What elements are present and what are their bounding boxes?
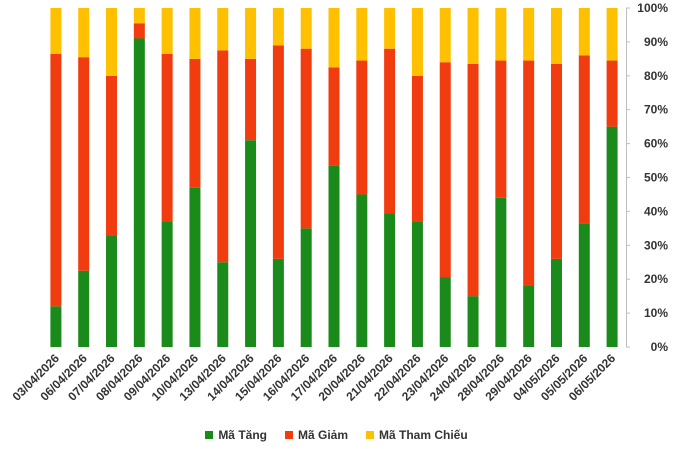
y-tick-label: 10% xyxy=(644,306,668,320)
bar-segment-increase xyxy=(50,306,62,347)
legend: Mã Tăng Mã Giảm Mã Tham Chiếu xyxy=(0,428,673,442)
bar-segment-increase xyxy=(439,277,451,347)
bar-segment-increase xyxy=(467,296,479,347)
bar-segment-decrease xyxy=(217,50,229,263)
bar-segment-reference xyxy=(133,8,145,24)
bar-segment-reference xyxy=(356,8,368,61)
bar-segment-increase xyxy=(384,213,396,347)
y-axis-ticks: 0% 10% 20% 30% 40% 50% 60% 70% 80% 90% 100% xyxy=(626,1,668,354)
bar-segment-decrease xyxy=(356,60,368,195)
bar-segment-decrease xyxy=(411,75,423,222)
bar-segment-reference xyxy=(217,8,229,51)
bar-segment-reference xyxy=(467,8,479,64)
bar-segment-increase xyxy=(106,235,118,347)
bar-segment-decrease xyxy=(50,53,62,307)
bar-segment-reference xyxy=(495,8,507,61)
stacked-bar-chart: 0% 10% 20% 30% 40% 50% 60% 70% 80% 90% 100% 03/04/… xyxy=(10,1,669,404)
bar-segment-reference xyxy=(78,8,90,58)
bar-segment-decrease xyxy=(495,60,507,198)
bar-segment-increase xyxy=(550,258,562,347)
bar-segment-decrease xyxy=(106,75,118,236)
bar-segment-reference xyxy=(411,8,423,76)
bar-segment-reference xyxy=(439,8,451,63)
bar-segment-decrease xyxy=(384,48,396,214)
bar-segment-increase xyxy=(411,221,423,347)
legend-label-increase: Mã Tăng xyxy=(218,428,267,442)
bar-segment-decrease xyxy=(189,58,201,188)
y-tick-label: 30% xyxy=(644,238,668,252)
bar-segment-reference xyxy=(106,8,118,76)
legend-label-decrease: Mã Giảm xyxy=(297,428,348,442)
bar-segment-decrease xyxy=(300,48,312,229)
bar-segment-decrease xyxy=(439,62,451,278)
bars-group xyxy=(50,8,618,348)
bar-segment-reference xyxy=(245,8,257,59)
bar-segment-reference xyxy=(272,8,284,46)
bar-segment-increase xyxy=(606,126,618,348)
bar-segment-decrease xyxy=(272,45,284,259)
bar-segment-increase xyxy=(578,223,590,347)
bar-segment-reference xyxy=(523,8,535,61)
bar-segment-increase xyxy=(328,165,340,347)
bar-segment-reference xyxy=(578,8,590,56)
bar-segment-reference xyxy=(161,8,173,54)
bar-segment-decrease xyxy=(328,67,340,166)
bar-segment-increase xyxy=(523,285,535,347)
x-axis-ticks: 03/04/202606/04/202607/04/202608/04/2026… xyxy=(10,351,619,404)
bar-segment-reference xyxy=(550,8,562,64)
legend-item-decrease: Mã Giảm xyxy=(284,428,348,442)
y-tick-label: 60% xyxy=(644,137,668,151)
bar-segment-increase xyxy=(78,270,90,348)
bar-segment-decrease xyxy=(245,58,257,141)
bar-segment-reference xyxy=(189,8,201,59)
bar-segment-reference xyxy=(328,8,340,68)
bar-segment-reference xyxy=(50,8,62,54)
bar-segment-decrease xyxy=(578,55,590,224)
bar-segment-decrease xyxy=(606,60,618,127)
legend-item-increase: Mã Tăng xyxy=(205,428,267,442)
bar-segment-increase xyxy=(245,140,257,347)
legend-swatch-decrease xyxy=(284,431,293,439)
bar-segment-decrease xyxy=(467,63,479,297)
legend-label-reference: Mã Tham Chiếu xyxy=(379,428,468,442)
bar-segment-reference xyxy=(300,8,312,49)
bar-segment-decrease xyxy=(78,57,90,271)
bar-segment-decrease xyxy=(133,23,145,39)
bar-segment-increase xyxy=(495,197,507,347)
y-tick-label: 90% xyxy=(644,35,668,49)
y-tick-label: 100% xyxy=(637,1,668,15)
y-tick-label: 40% xyxy=(644,204,668,218)
bar-segment-decrease xyxy=(161,53,173,222)
legend-swatch-increase xyxy=(205,431,214,439)
bar-segment-decrease xyxy=(523,60,535,286)
bar-segment-increase xyxy=(133,38,145,347)
y-tick-label: 80% xyxy=(644,69,668,83)
bar-segment-increase xyxy=(300,228,312,347)
bar-segment-increase xyxy=(189,187,201,347)
bar-segment-reference xyxy=(384,8,396,49)
legend-swatch-reference xyxy=(366,431,374,439)
bar-segment-increase xyxy=(272,258,284,347)
bar-segment-increase xyxy=(217,262,229,347)
y-tick-label: 20% xyxy=(644,272,668,286)
bar-segment-increase xyxy=(356,194,368,347)
y-tick-label: 0% xyxy=(651,340,669,354)
bar-segment-decrease xyxy=(550,63,562,259)
bar-segment-increase xyxy=(161,221,173,347)
bar-segment-reference xyxy=(606,8,618,61)
legend-item-reference: Mã Tham Chiếu xyxy=(366,428,468,442)
y-tick-label: 50% xyxy=(644,171,668,185)
y-tick-label: 70% xyxy=(644,103,668,117)
